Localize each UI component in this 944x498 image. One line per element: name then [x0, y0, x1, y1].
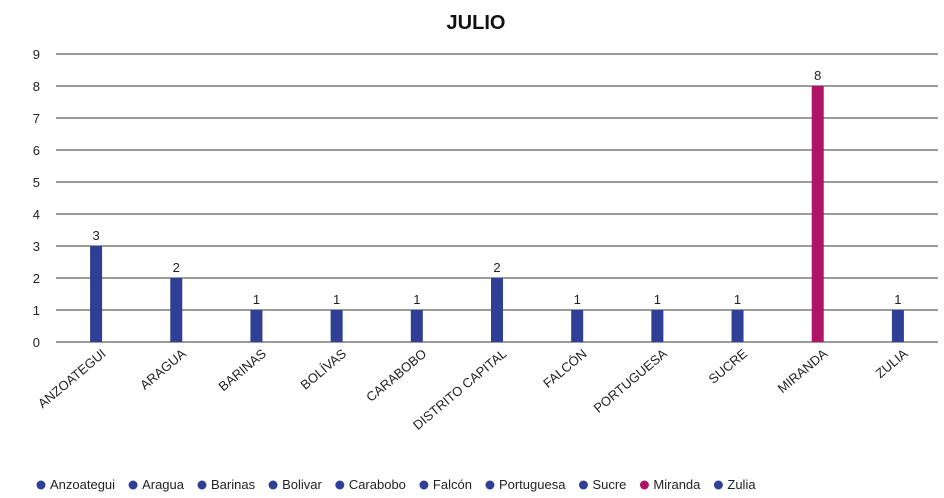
y-tick-label: 6	[33, 143, 40, 158]
bar	[330, 310, 343, 342]
chart-title: JULIO	[447, 12, 506, 34]
legend-item: Falcón	[419, 477, 472, 492]
x-tick-label: PORTUGUESA	[591, 346, 670, 416]
x-tick-label: CARABOBO	[363, 346, 429, 405]
legend-dot	[335, 480, 345, 490]
x-tick-label: ZULIA	[873, 346, 911, 381]
data-label: 2	[173, 260, 180, 275]
y-tick-label: 1	[33, 303, 40, 318]
data-label: 1	[413, 292, 420, 307]
bar	[811, 86, 824, 342]
y-tick-label: 5	[33, 175, 40, 190]
legend-dot	[639, 480, 649, 490]
data-label: 1	[894, 292, 901, 307]
x-axis-labels: ANZOATEGUI ARAGUA BARINAS BOLÍVAS CARABOBODI…	[35, 346, 911, 433]
legend-dot	[578, 480, 588, 490]
legend-item: Barinas	[197, 477, 256, 492]
legend-item: Carabobo	[335, 477, 406, 492]
legend-label: Aragua	[142, 477, 185, 492]
data-label: 1	[734, 292, 741, 307]
legend-item: Miranda	[639, 477, 701, 492]
legend-label: Bolivar	[282, 477, 322, 492]
y-tick-label: 4	[33, 207, 40, 222]
data-label: 1	[574, 292, 581, 307]
legend-label: Carabobo	[349, 477, 406, 492]
bar	[571, 310, 584, 342]
x-tick-label: BARINAS	[216, 346, 270, 394]
bar	[170, 278, 183, 342]
legend-label: Miranda	[653, 477, 701, 492]
x-tick-label: SUCRE	[706, 346, 751, 387]
data-label: 1	[253, 292, 260, 307]
legend-item: Zulia	[713, 477, 756, 492]
bar	[410, 310, 423, 342]
x-tick-label: ARAGUA	[137, 346, 189, 393]
y-tick-label: 0	[33, 335, 40, 350]
legend-dot	[485, 480, 495, 490]
legend-dot	[419, 480, 429, 490]
bars	[90, 86, 904, 342]
legend-dot	[268, 480, 278, 490]
gridlines	[56, 53, 938, 343]
bar	[891, 310, 904, 342]
legend-dot	[713, 480, 723, 490]
bar	[250, 310, 263, 342]
legend-dot	[128, 480, 138, 490]
data-label: 1	[654, 292, 661, 307]
legend-label: Anzoategui	[50, 477, 115, 492]
y-tick-label: 3	[33, 239, 40, 254]
legend-label: Sucre	[592, 477, 626, 492]
x-tick-label: MIRANDA	[775, 346, 831, 396]
data-label: 3	[92, 228, 99, 243]
data-labels: 3 2 1 1 1 2 1 1 1 8 1	[92, 68, 901, 307]
data-label: 1	[333, 292, 340, 307]
legend-item: Bolivar	[268, 477, 322, 492]
legend-dot	[36, 480, 46, 490]
legend-label: Portuguesa	[499, 477, 566, 492]
legend-item: Aragua	[128, 477, 185, 492]
x-tick-label: BOLÍVAS	[298, 346, 350, 393]
y-tick-label: 8	[33, 79, 40, 94]
legend-item: Portuguesa	[485, 477, 566, 492]
x-tick-label: ANZOATEGUI	[35, 346, 109, 411]
legend-label: Barinas	[211, 477, 256, 492]
y-tick-label: 9	[33, 47, 40, 62]
y-tick-label: 7	[33, 111, 40, 126]
bar	[731, 310, 744, 342]
bar	[491, 278, 503, 342]
y-axis-ticks: 0 1 2 3 4 5 6 7 8 9	[33, 47, 40, 350]
legend-item: Anzoategui	[36, 477, 115, 492]
legend-label: Falcón	[433, 477, 472, 492]
bar	[90, 246, 103, 342]
legend-item: Sucre	[578, 477, 626, 492]
legend: Anzoategui Aragua Barinas Bolivar Carabobo Fa…	[36, 477, 756, 492]
bar	[651, 310, 664, 342]
data-label: 2	[493, 260, 500, 275]
legend-dot	[197, 480, 207, 490]
data-label: 8	[814, 68, 821, 83]
legend-label: Zulia	[727, 477, 756, 492]
x-tick-label: FALCÓN	[540, 346, 589, 391]
y-tick-label: 2	[33, 271, 40, 286]
